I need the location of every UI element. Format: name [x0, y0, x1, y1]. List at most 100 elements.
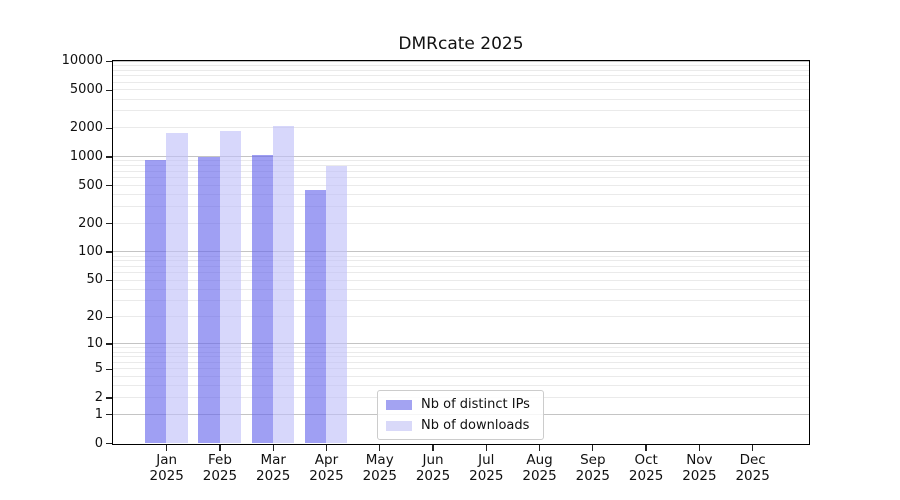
x-tick-label: Feb 2025 — [202, 452, 238, 484]
x-tick-mark — [432, 445, 434, 451]
y-tick-mark — [106, 251, 112, 253]
y-tick-label: 5 — [94, 361, 103, 377]
bar-downloads-feb — [219, 131, 241, 444]
x-tick-label: Mar 2025 — [256, 452, 291, 484]
legend: Nb of distinct IPs Nb of downloads — [377, 390, 544, 440]
plot-area: Nb of distinct IPs Nb of downloads — [112, 60, 810, 445]
gridline-minor — [113, 351, 809, 353]
y-tick-mark — [106, 368, 112, 370]
y-tick-label: 0 — [94, 435, 103, 451]
y-tick-label: 5000 — [69, 82, 103, 98]
legend-label-distinct-ips: Nb of distinct IPs — [421, 397, 530, 412]
gridline-major — [113, 251, 809, 253]
gridline-major — [113, 61, 809, 62]
gridline-minor — [113, 368, 809, 370]
x-tick-label: Oct 2025 — [628, 452, 664, 484]
gridline-minor — [113, 205, 809, 207]
gridline-minor — [113, 170, 809, 172]
y-tick-mark — [106, 89, 112, 91]
y-tick-mark — [106, 127, 112, 129]
gridline-minor — [113, 177, 809, 179]
gridline-minor — [113, 222, 809, 224]
x-tick-mark — [219, 445, 221, 451]
gridline-minor — [113, 316, 809, 318]
bar-downloads-mar — [272, 126, 295, 444]
bar-distinct-ips-apr — [304, 190, 327, 444]
gridline-minor — [113, 75, 809, 77]
x-tick-label: Dec 2025 — [735, 452, 770, 484]
x-tick-label: Jul 2025 — [469, 452, 504, 484]
x-tick-mark — [752, 445, 754, 451]
x-tick-label: Aug 2025 — [522, 452, 557, 484]
gridline-minor — [113, 361, 809, 363]
y-tick-label: 50 — [86, 272, 103, 288]
gridline-minor — [113, 110, 809, 112]
gridline-major — [113, 343, 809, 345]
gridline-minor — [113, 160, 809, 162]
bar-downloads-apr — [326, 166, 348, 444]
x-tick-label: Sep 2025 — [575, 452, 611, 484]
gridline-minor — [113, 165, 809, 167]
x-tick-label: Jun 2025 — [415, 452, 451, 484]
y-tick-label: 10 — [86, 336, 103, 352]
y-tick-label: 1000 — [69, 148, 103, 164]
y-tick-mark — [106, 414, 112, 416]
bar-downloads-jan — [166, 133, 188, 444]
y-tick-mark — [106, 60, 112, 63]
plot-inner — [113, 61, 809, 444]
x-tick-label: Nov 2025 — [682, 452, 717, 484]
gridline-minor — [113, 375, 809, 377]
y-tick-mark — [106, 316, 112, 318]
x-tick-mark — [379, 445, 381, 451]
gridline-minor — [113, 98, 809, 100]
gridline-minor — [113, 385, 809, 387]
y-tick-mark — [106, 156, 112, 158]
x-tick-label: Apr 2025 — [309, 452, 344, 484]
gridline-minor — [113, 184, 809, 186]
gridline-minor — [113, 69, 809, 71]
gridline-minor — [113, 255, 809, 257]
bar-distinct-ips-mar — [251, 155, 273, 444]
gridline-minor — [113, 81, 809, 83]
legend-swatch-downloads — [386, 420, 412, 431]
x-tick-mark — [698, 445, 701, 451]
x-tick-mark — [485, 445, 487, 451]
y-tick-mark — [106, 279, 112, 282]
x-tick-mark — [538, 445, 541, 451]
x-tick-mark — [272, 445, 274, 451]
y-tick-label: 2 — [94, 390, 103, 405]
y-tick-label: 200 — [78, 215, 103, 231]
chart-title: DMRcate 2025 — [398, 34, 524, 54]
gridline-minor — [113, 356, 809, 358]
bar-distinct-ips-jan — [144, 159, 167, 444]
y-tick-label: 500 — [78, 177, 103, 193]
x-tick-mark — [166, 445, 168, 451]
legend-swatch-distinct-ips — [386, 399, 412, 410]
y-tick-label: 10000 — [61, 53, 103, 69]
gridline-minor — [113, 300, 809, 302]
bar-distinct-ips-feb — [198, 157, 220, 444]
y-tick-mark — [106, 343, 112, 345]
gridline-minor — [113, 288, 809, 290]
y-tick-mark — [106, 397, 112, 399]
gridline-minor — [113, 279, 809, 281]
y-tick-label: 100 — [78, 244, 103, 260]
gridline-minor — [113, 272, 809, 274]
gridline-minor — [113, 347, 809, 349]
y-tick-label: 20 — [86, 309, 103, 325]
y-tick-mark — [106, 184, 112, 187]
legend-entry-distinct-ips: Nb of distinct IPs — [386, 397, 535, 412]
x-tick-mark — [645, 445, 647, 451]
gridline-minor — [113, 193, 809, 195]
y-tick-label: 2000 — [69, 120, 103, 136]
gridline-minor — [113, 89, 809, 91]
x-tick-label: May 2025 — [362, 452, 397, 484]
x-tick-label: Jan 2025 — [149, 452, 184, 484]
gridline-minor — [113, 265, 809, 267]
gridline-minor — [113, 127, 809, 129]
gridline-major — [113, 156, 809, 157]
legend-label-downloads: Nb of downloads — [421, 418, 530, 433]
x-tick-mark — [325, 445, 328, 451]
gridline-minor — [113, 64, 809, 66]
